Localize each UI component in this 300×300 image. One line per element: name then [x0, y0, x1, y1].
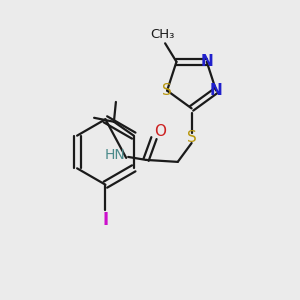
Text: I: I — [102, 211, 109, 229]
Text: S: S — [162, 83, 172, 98]
Text: S: S — [187, 130, 196, 145]
Text: N: N — [210, 83, 223, 98]
Text: HN: HN — [105, 148, 126, 162]
Text: CH₃: CH₃ — [150, 28, 174, 41]
Text: O: O — [154, 124, 166, 139]
Text: N: N — [200, 54, 213, 69]
